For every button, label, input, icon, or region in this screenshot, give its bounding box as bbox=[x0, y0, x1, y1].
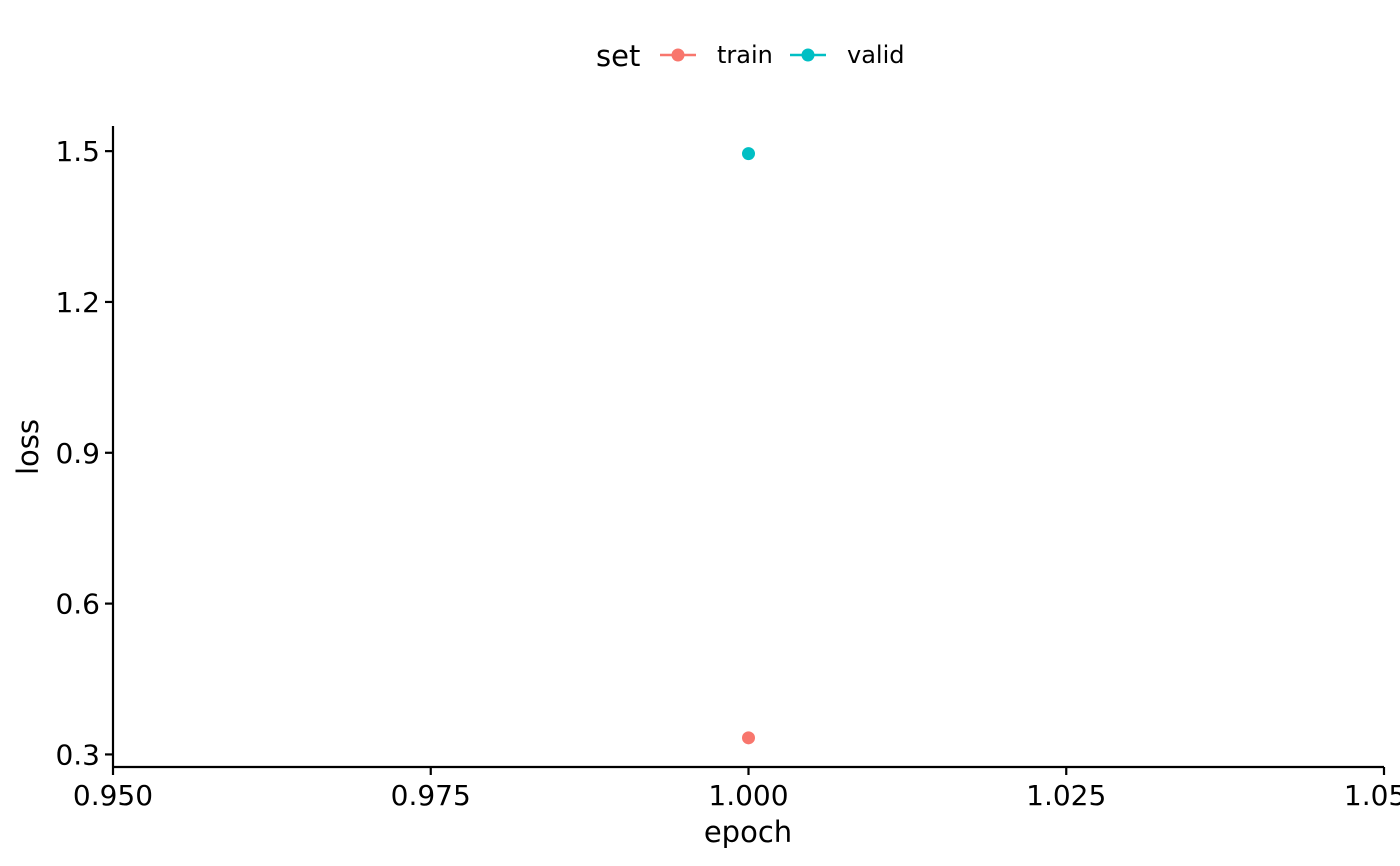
y-tick-label: 0.6 bbox=[55, 588, 100, 621]
y-tick-label: 1.5 bbox=[55, 135, 100, 168]
legend: set train valid bbox=[596, 39, 904, 73]
y-axis-title: loss bbox=[11, 419, 45, 475]
x-axis-title: epoch bbox=[704, 815, 792, 849]
y-tick-label: 0.3 bbox=[55, 738, 100, 771]
x-tick-label: 0.975 bbox=[391, 779, 471, 812]
legend-item-valid: valid bbox=[790, 41, 904, 69]
x-tick-label: 1.050 bbox=[1344, 779, 1400, 812]
point-train bbox=[742, 731, 755, 745]
x-tick-label: 1.000 bbox=[708, 779, 788, 812]
legend-title: set bbox=[596, 39, 640, 73]
legend-key-point bbox=[671, 48, 685, 62]
legend-item-train: train bbox=[660, 41, 773, 69]
plot-area: 0.950 0.975 1.000 1.025 1.050 0.3 0.6 0.9 1.2 1.… bbox=[55, 126, 1400, 812]
x-tick-label: 1.025 bbox=[1026, 779, 1106, 812]
point-valid bbox=[742, 147, 755, 161]
legend-label: valid bbox=[847, 41, 904, 69]
x-tick-label: 0.950 bbox=[73, 779, 153, 812]
y-axis: 0.3 0.6 0.9 1.2 1.5 bbox=[55, 135, 113, 771]
data-points bbox=[742, 147, 755, 745]
legend-key-point bbox=[801, 48, 815, 62]
y-tick-label: 1.2 bbox=[55, 286, 100, 319]
y-tick-label: 0.9 bbox=[55, 437, 100, 470]
legend-label: train bbox=[717, 41, 773, 69]
x-axis: 0.950 0.975 1.000 1.025 1.050 bbox=[73, 767, 1400, 812]
